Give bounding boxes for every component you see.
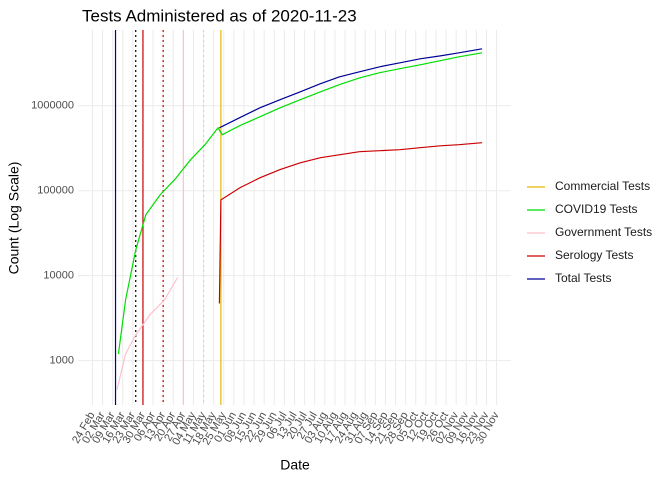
legend-label: Commercial Tests — [555, 179, 650, 193]
series-line — [219, 48, 483, 129]
y-tick-label: 10000 — [43, 270, 74, 282]
chart-title: Tests Administered as of 2020-11-23 — [82, 6, 357, 25]
legend-label: Serology Tests — [555, 248, 634, 262]
legend-label: Government Tests — [555, 225, 652, 239]
y-tick-label: 1000 — [50, 354, 74, 366]
legend-label: Total Tests — [555, 271, 611, 285]
y-tick-label: 100000 — [37, 185, 74, 197]
legend-label: COVID19 Tests — [555, 202, 637, 216]
x-axis-label: Date — [280, 457, 310, 473]
series-line — [116, 277, 179, 390]
series-line — [218, 142, 483, 304]
y-tick-label: 1000000 — [31, 100, 74, 112]
y-axis-label: Count (Log Scale) — [6, 162, 22, 275]
series-line — [117, 52, 483, 354]
